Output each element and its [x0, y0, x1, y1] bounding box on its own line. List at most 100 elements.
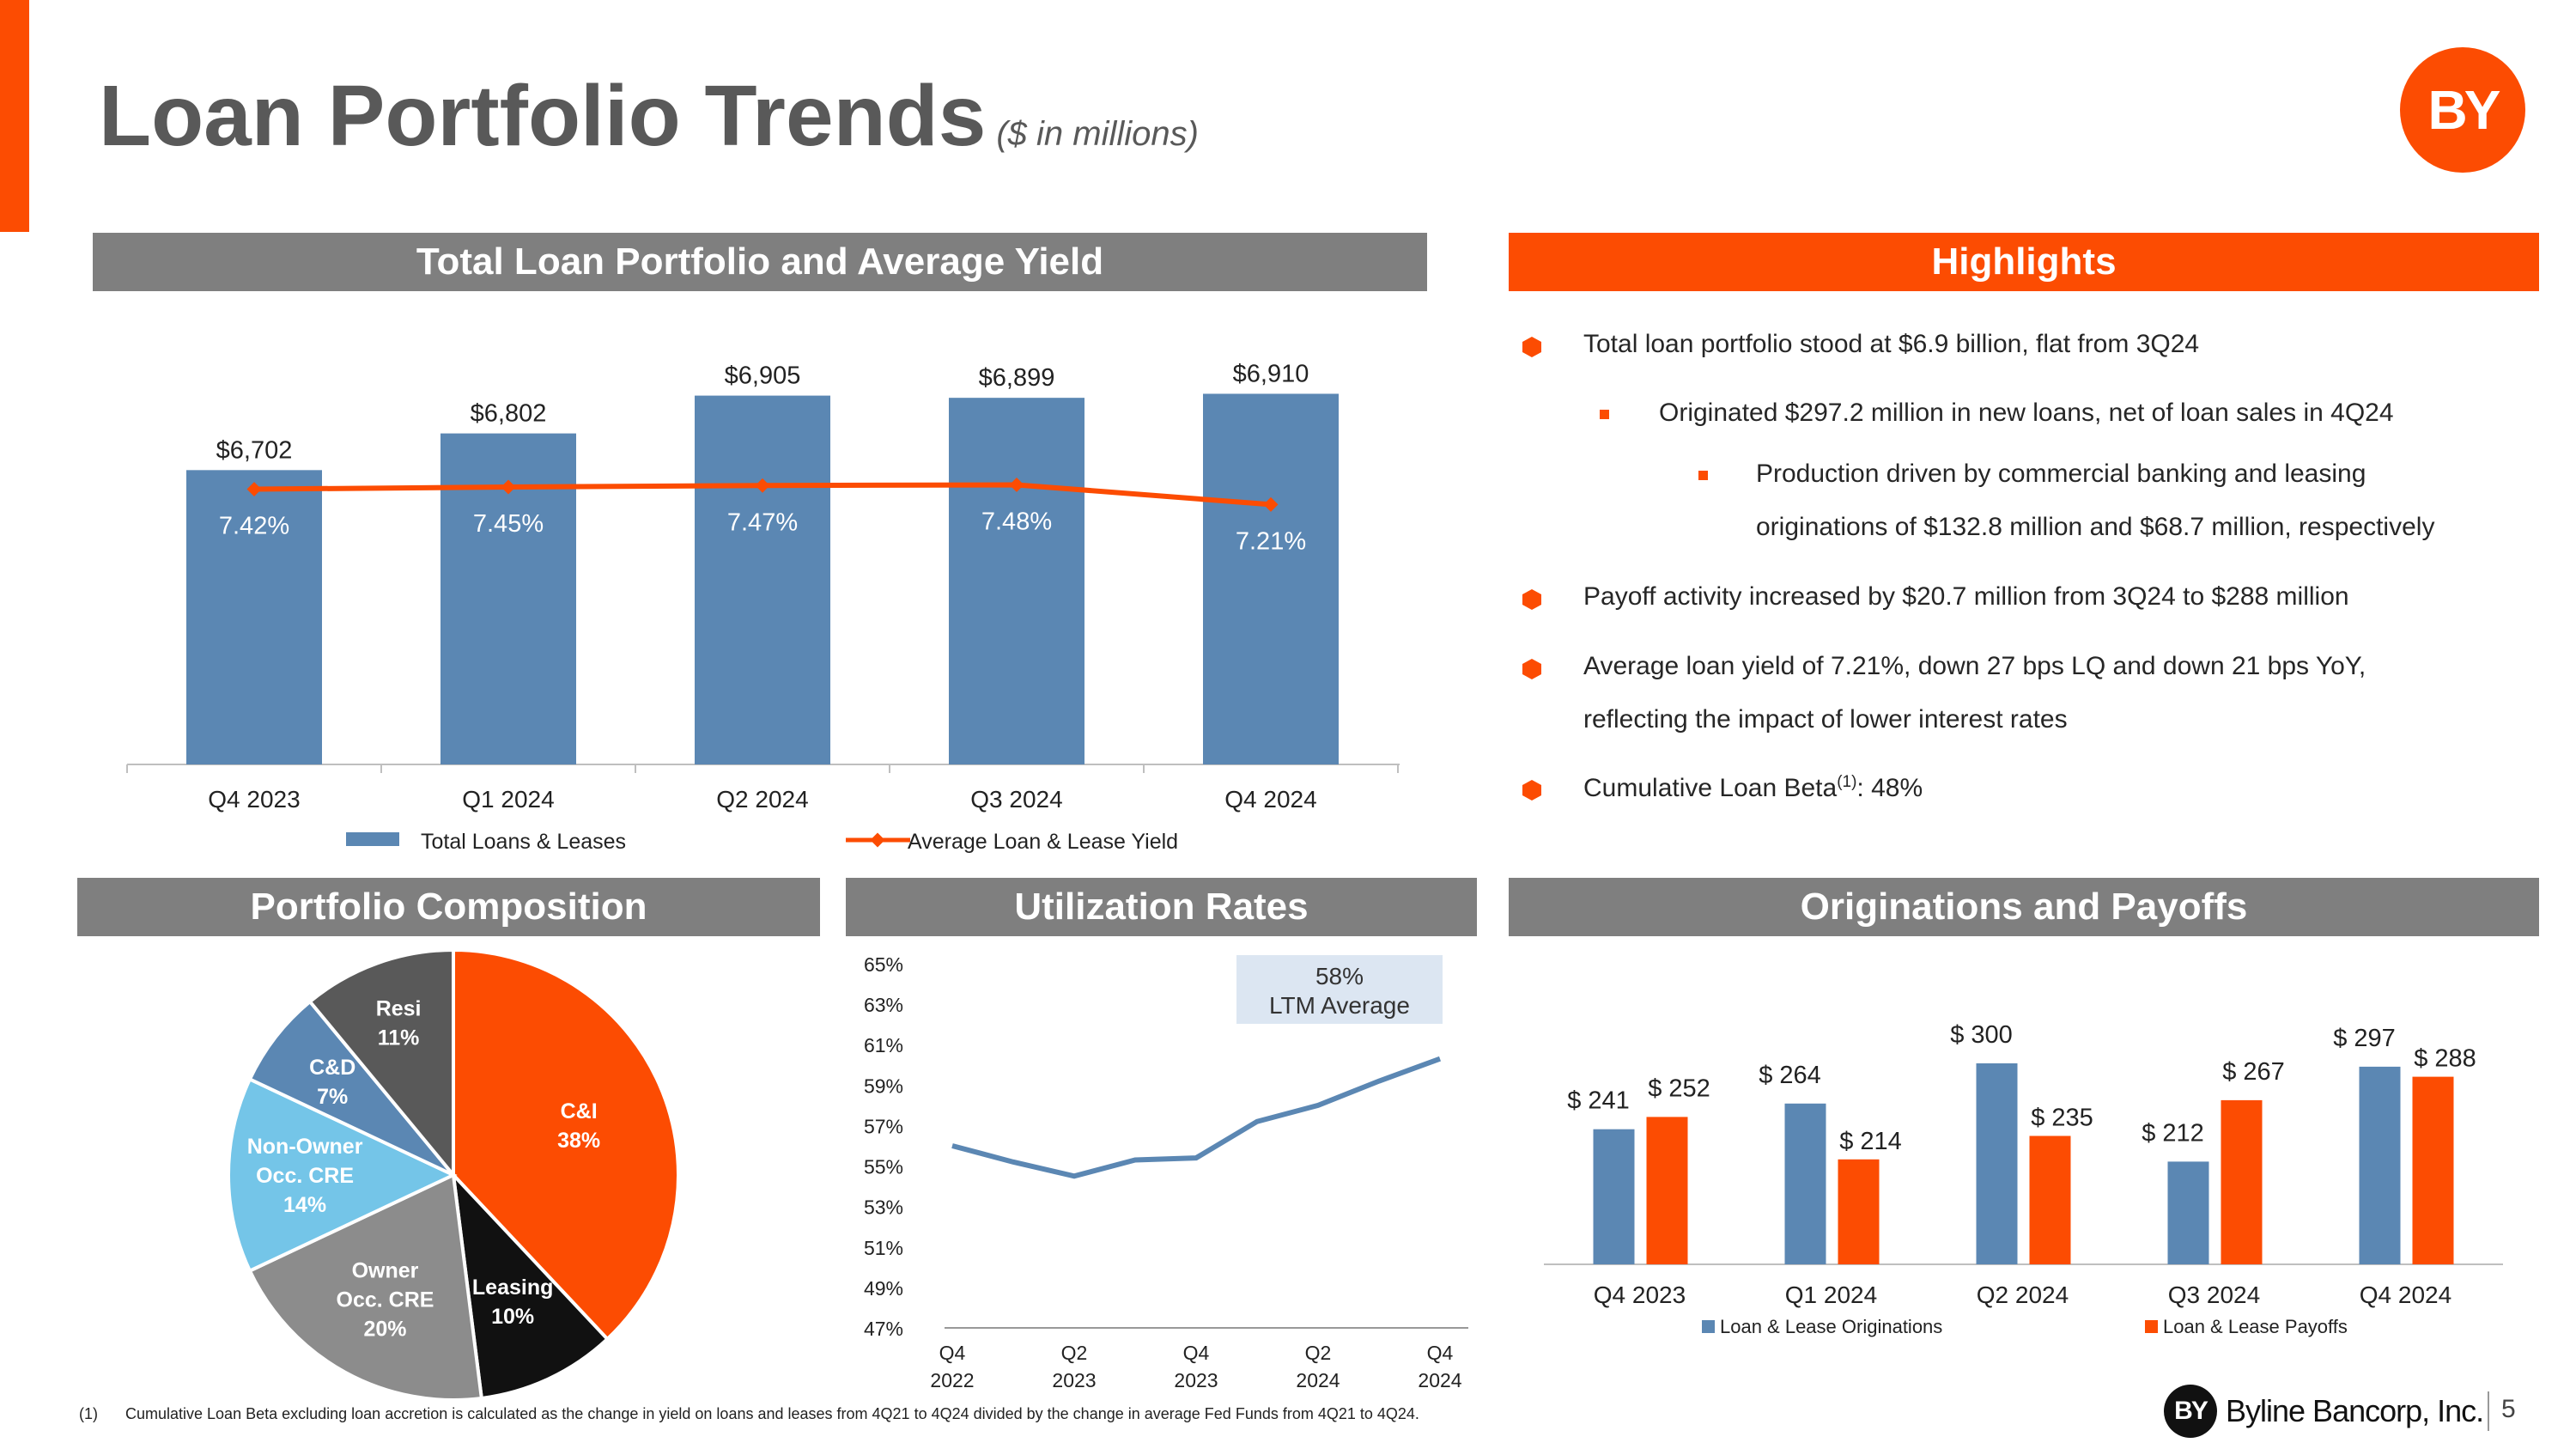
x-tick-label: Q1 2024 — [1785, 1282, 1877, 1308]
legend-label-loans: Total Loans & Leases — [421, 830, 626, 854]
yield-label: 7.21% — [1236, 527, 1306, 555]
pie-label: Occ. CRE — [337, 1288, 434, 1312]
page-title: Loan Portfolio Trends ($ in millions) — [99, 68, 1199, 164]
x-tick-label: Q2 — [1061, 1342, 1088, 1364]
loan-bar-label: $6,905 — [725, 362, 801, 390]
x-tick-label: Q2 2024 — [716, 786, 808, 813]
ltm-annotation-value: 58% — [1315, 963, 1364, 989]
payoff-label: $ 214 — [1839, 1128, 1902, 1155]
footnote: (1) Cumulative Loan Beta excluding loan a… — [79, 1405, 1419, 1423]
y-tick-label: 61% — [864, 1034, 903, 1056]
y-tick-label: 47% — [864, 1318, 903, 1340]
footer-divider — [2488, 1391, 2489, 1431]
x-tick-label: Q4 2023 — [1594, 1282, 1686, 1308]
x-tick-label: 2024 — [1418, 1369, 1461, 1391]
x-tick-label: 2023 — [1052, 1369, 1096, 1391]
yield-point — [246, 482, 262, 497]
loan-bar-label: $6,910 — [1233, 360, 1309, 387]
footnote-ref: (1) — [1837, 773, 1857, 791]
payoff-bar — [1838, 1159, 1880, 1264]
page-number: 5 — [2501, 1395, 2516, 1423]
footer-brand: Byline Bancorp, Inc. — [2226, 1393, 2484, 1428]
loan-bar — [695, 395, 830, 764]
legend-label-payoffs: Loan & Lease Payoffs — [2163, 1316, 2348, 1337]
x-tick-label: Q3 2024 — [970, 786, 1062, 813]
highlight-text: Total loan portfolio stood at $6.9 billi… — [1583, 330, 2200, 358]
highlight-text: Production driven by commercial banking … — [1756, 460, 2366, 488]
pie-label: Non-Owner — [247, 1135, 363, 1159]
y-tick-label: 57% — [864, 1115, 903, 1137]
pie-label: Resi — [376, 997, 422, 1021]
origination-label: $ 297 — [2333, 1025, 2396, 1052]
x-tick-label: 2023 — [1174, 1369, 1218, 1391]
originations-header: Originations and Payoffs — [1509, 878, 2539, 936]
yield-point — [501, 479, 516, 495]
page-subtitle: ($ in millions) — [996, 115, 1199, 153]
pie-slice — [247, 999, 455, 1177]
x-tick-label: Q4 2024 — [2360, 1282, 2451, 1308]
legend-label-yield: Average Loan & Lease Yield — [908, 830, 1178, 854]
pie-label: 7% — [317, 1085, 348, 1109]
bullet-icon — [1522, 780, 1541, 801]
origination-bar — [2167, 1161, 2209, 1264]
loan-bar — [186, 470, 322, 764]
x-tick-label: Q4 2023 — [208, 786, 300, 813]
yield-label: 7.42% — [219, 513, 289, 540]
utilization-line — [951, 1056, 1442, 1179]
y-tick-label: 49% — [864, 1277, 903, 1300]
x-tick-label: Q4 — [939, 1342, 966, 1364]
payoff-bar — [2221, 1099, 2263, 1264]
highlight-text: Average loan yield of 7.21%, down 27 bps… — [1583, 652, 2366, 680]
y-tick-label: 59% — [864, 1075, 903, 1097]
legend-swatch-originations — [1702, 1320, 1715, 1333]
pie-slice — [451, 1170, 611, 1401]
pie-label: 20% — [363, 1318, 406, 1342]
y-tick-label: 55% — [864, 1156, 903, 1178]
payoff-bar — [2029, 1135, 2071, 1264]
origination-label: $ 212 — [2142, 1119, 2204, 1147]
bullet-icon — [1698, 471, 1708, 480]
footnote-text: Cumulative Loan Beta excluding loan accr… — [125, 1405, 1419, 1422]
legend-marker-yield — [870, 832, 885, 848]
pie-label: Occ. CRE — [256, 1164, 354, 1188]
x-tick-label: Q1 2024 — [462, 786, 554, 813]
pie-label: 11% — [378, 1026, 420, 1050]
bullet-icon — [1522, 589, 1541, 610]
bullet-icon — [1522, 659, 1541, 679]
pie-slice — [452, 947, 680, 1342]
x-tick-label: Q4 2024 — [1224, 786, 1316, 813]
x-tick-label: Q2 — [1305, 1342, 1332, 1364]
utilization-header: Utilization Rates — [846, 878, 1477, 936]
highlight-text: originations of $132.8 million and $68.7… — [1756, 513, 2435, 541]
payoff-label: $ 235 — [2031, 1105, 2093, 1132]
highlight-text: Payoff activity increased by $20.7 milli… — [1583, 582, 2349, 611]
legend-label-originations: Loan & Lease Originations — [1720, 1316, 1942, 1337]
pie-slice — [247, 1172, 484, 1402]
x-tick-label: 2024 — [1296, 1369, 1340, 1391]
pie-label: Leasing — [472, 1275, 553, 1300]
pie-label: 38% — [557, 1129, 600, 1153]
loan-bar-label: $6,802 — [471, 400, 547, 428]
origination-label: $ 241 — [1567, 1087, 1630, 1115]
highlight-text: Cumulative Loan Beta(1): 48% — [1583, 773, 1923, 802]
yield-label: 7.48% — [981, 508, 1052, 535]
origination-label: $ 300 — [1950, 1021, 2013, 1049]
y-tick-label: 65% — [864, 953, 903, 976]
footer-logo: BY Byline Bancorp, Inc. — [2164, 1385, 2484, 1438]
y-tick-label: 53% — [864, 1196, 903, 1219]
payoff-label: $ 288 — [2414, 1045, 2476, 1073]
total-loan-header: Total Loan Portfolio and Average Yield — [93, 233, 1427, 291]
loan-bar — [949, 398, 1084, 764]
origination-bar — [1593, 1129, 1635, 1264]
payoff-label: $ 252 — [1648, 1075, 1710, 1102]
byline-logo: BY — [2400, 47, 2525, 173]
pie-label: C&I — [561, 1099, 598, 1123]
legend-swatch-loans — [346, 832, 399, 846]
loan-bar-label: $6,702 — [216, 436, 293, 464]
footnote-marker: (1) — [79, 1405, 98, 1422]
x-tick-label: 2022 — [930, 1369, 974, 1391]
highlight-text: reflecting the impact of lower interest … — [1583, 705, 2068, 734]
